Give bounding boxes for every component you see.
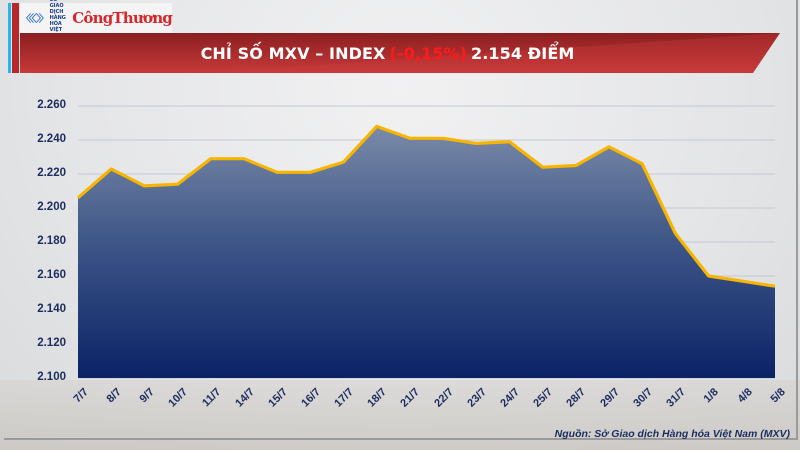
y-tick-label: 2.260 — [37, 99, 66, 111]
y-tick-label: 2.140 — [37, 303, 66, 315]
y-tick-label: 2.220 — [37, 167, 66, 179]
area-fill — [78, 126, 775, 379]
mxv-logo-icon — [26, 13, 44, 23]
title-banner — [20, 33, 780, 73]
frame-border-right — [796, 0, 798, 440]
y-tick-label: 2.180 — [37, 235, 66, 247]
y-tick-label: 2.240 — [37, 133, 66, 145]
frame-border-bottom — [4, 438, 798, 440]
congthuong-brand-logo: CôngThương — [72, 9, 173, 27]
accent-stripe-cyan — [8, 3, 11, 73]
y-tick-label: 2.100 — [37, 371, 66, 383]
source-note: Nguồn: Sở Giao dịch Hàng hóa Việt Nam (M… — [554, 428, 790, 440]
accent-stripe-red — [12, 3, 19, 73]
title-change-percent: (-0,15%) — [389, 43, 467, 63]
y-tick-label: 2.120 — [37, 337, 66, 349]
data-line — [76, 124, 776, 288]
y-tick-label: 2.200 — [37, 201, 66, 213]
y-tick-label: 2.160 — [37, 269, 66, 281]
title-value: 2.154 ĐIỂM — [471, 43, 575, 63]
title-prefix: CHỈ SỐ MXV – INDEX — [200, 43, 386, 63]
chart-title: CHỈ SỐ MXV – INDEX (-0,15%) 2.154 ĐIỂM — [20, 33, 755, 73]
